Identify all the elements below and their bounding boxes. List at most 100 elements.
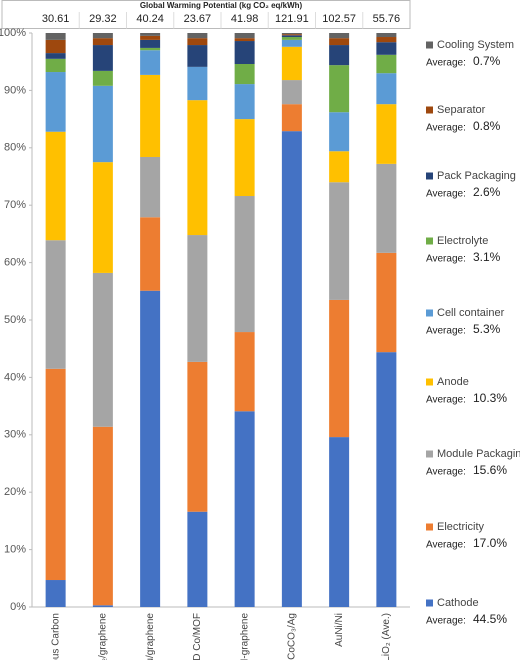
average-value: 5.3% [473,322,501,336]
bar-segment [45,39,66,54]
bar-segment [140,39,161,48]
legend-swatch [426,450,433,458]
bar-segment [140,74,161,157]
bar-segment [140,35,161,40]
y-tick-label: 50% [4,314,26,326]
bar-segment [234,119,255,197]
average-value: 0.8% [473,119,501,133]
x-tick-label: MnO₂/graphene [98,613,109,660]
bar-segment [187,66,208,101]
y-tick-label: 80% [4,142,26,154]
bar-segment [92,45,113,71]
bar-segment [376,104,397,164]
bar-segment [45,131,66,241]
legend-label: Electricity [437,521,485,533]
bar-segment [329,38,350,46]
bar-segment [234,63,255,85]
bar-segment [329,299,350,438]
x-tick-label: CoCO₃/Ag [287,613,298,660]
bar-segment [281,33,302,35]
legend-swatch [426,599,433,607]
legend-swatch [426,378,433,386]
legend-swatch [426,172,433,180]
y-tick-label: 40% [4,371,26,383]
legend-label: Separator [437,104,486,116]
bar-segment [92,426,113,606]
bar-segment [140,217,161,291]
bar-segment [329,65,350,113]
y-tick-label: 30% [4,429,26,441]
bar-segment [329,437,350,607]
gwp-value: 102.57 [322,13,356,25]
bar-segment [45,53,66,59]
bar-segment [45,33,66,40]
legend-label: Anode [437,376,469,388]
bar-segment [281,34,302,36]
x-tick-label: Porous Carbon [50,613,61,660]
bar-segment [92,162,113,273]
average-value: 15.6% [473,463,507,477]
bar-segment [376,163,397,253]
legend-label: Electrolyte [437,235,488,247]
y-tick-label: 70% [4,199,26,211]
bar-segment [92,33,113,39]
y-tick-label: 20% [4,486,26,498]
average-prefix: Average: [426,616,466,627]
gwp-value: 121.91 [275,13,309,25]
gwp-value: 41.98 [231,13,259,25]
legend-swatch [426,523,433,531]
bar-segment [140,47,161,51]
bar-segment [187,45,208,67]
bar-segment [140,33,161,36]
legend-label: Pack Packaging [437,170,516,182]
bar-segment [376,54,397,74]
legend-label: Cooling System [437,39,514,51]
legend-swatch [426,237,433,245]
y-tick-label: 10% [4,544,26,556]
legend-swatch [426,309,433,317]
average-prefix: Average: [426,326,466,337]
bar-segment [234,38,255,42]
gwp-value: 40.24 [136,13,164,25]
bar-segment [187,235,208,362]
bar-segment [376,352,397,607]
legend-label: Cathode [437,597,479,609]
bar-segment [140,156,161,218]
y-tick-label: 100% [0,27,26,39]
x-tick-label: N-graphene [239,613,250,660]
bar-segment [376,33,397,38]
gwp-value: 29.32 [89,13,117,25]
bar-segment [281,39,302,47]
bar-segment [281,46,302,81]
average-value: 17.0% [473,536,507,550]
bar-segment [92,70,113,86]
bar-segment [187,511,208,607]
bar-segment [187,361,208,512]
bar-segment [45,580,66,607]
bar-segment [92,85,113,163]
gwp-title: Global Warming Potential (kg CO₂ eq/kWh) [140,1,303,10]
bar-segment [376,252,397,353]
average-value: 44.5% [473,612,507,626]
gwp-value: 30.61 [42,13,70,25]
average-value: 10.3% [473,391,507,405]
legend-label: Module Packaging [437,448,520,460]
bar-segment [376,37,397,43]
bar-segment [329,151,350,183]
bar-segment [45,58,66,73]
bar-segment [329,45,350,66]
bar-segment [45,240,66,369]
gwp-box [1,0,411,29]
bar-segment [281,131,302,608]
bar-segment [187,38,208,46]
gwp-value: 55.76 [373,13,401,25]
y-tick-label: 60% [4,257,26,269]
bar-segment [234,196,255,333]
legend-swatch [426,41,433,49]
bar-segment [234,33,255,39]
bar-segment [92,38,113,46]
bar-segment [281,104,302,132]
average-prefix: Average: [426,123,466,134]
x-tick-label: Ru/graphene [145,613,156,660]
